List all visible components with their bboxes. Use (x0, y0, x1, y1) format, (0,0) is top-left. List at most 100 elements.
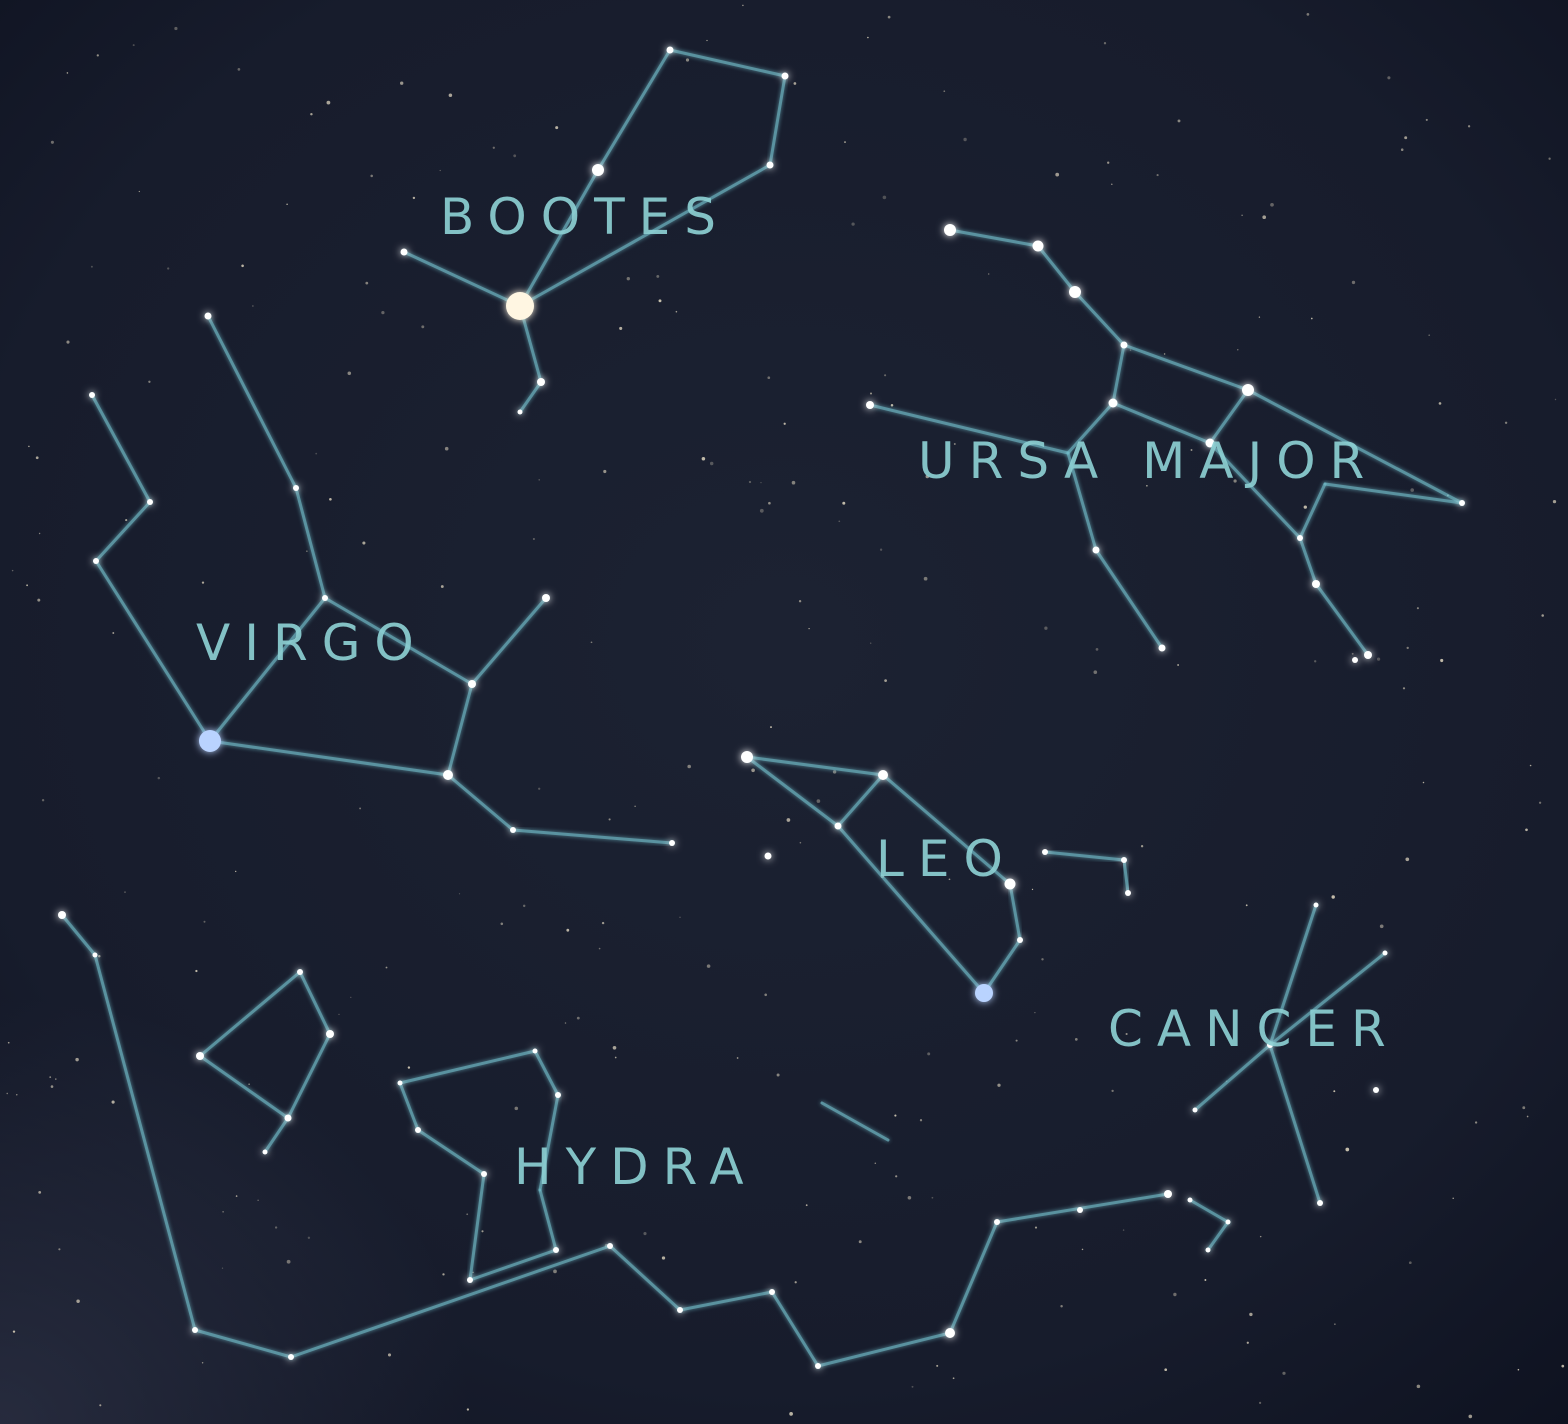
background-star (948, 878, 951, 881)
background-star (132, 44, 135, 47)
star (288, 1354, 294, 1360)
background-star (329, 497, 332, 501)
background-star (195, 969, 198, 973)
background-star (439, 169, 441, 172)
background-star (614, 1056, 617, 1059)
background-star (66, 72, 69, 74)
background-star (55, 1078, 57, 1080)
background-star (1331, 895, 1335, 899)
background-star (98, 954, 101, 958)
constellation-cancer: CANCER (1108, 902, 1400, 1206)
background-star (286, 203, 288, 205)
star (1317, 1200, 1323, 1206)
star (147, 499, 153, 505)
star (415, 1127, 421, 1133)
star (1042, 849, 1048, 855)
background-star (235, 1195, 238, 1197)
star (322, 595, 328, 601)
background-star (1044, 626, 1048, 630)
background-star (794, 1281, 797, 1284)
star-arcturus (506, 292, 534, 320)
background-star (1554, 398, 1557, 401)
star (994, 1219, 1000, 1225)
background-star (148, 380, 151, 383)
background-star (936, 1364, 939, 1367)
background-star (76, 1299, 80, 1304)
star (1364, 651, 1372, 659)
background-star (138, 190, 140, 193)
background-star (1541, 614, 1544, 617)
background-star (1345, 1147, 1350, 1152)
background-star (307, 1236, 311, 1239)
background-star (919, 1119, 923, 1122)
background-star (1034, 1226, 1038, 1229)
star (1352, 657, 1358, 663)
star (400, 248, 408, 256)
background-star (41, 799, 45, 802)
background-star (1258, 316, 1261, 318)
background-star (1246, 1341, 1249, 1344)
background-star (286, 1259, 291, 1264)
background-star (1387, 76, 1391, 80)
background-star (458, 893, 461, 895)
background-star (1015, 1039, 1018, 1042)
star (510, 827, 516, 833)
background-star (884, 679, 887, 682)
background-star (793, 82, 797, 85)
constellation-label-leo: LEO (876, 830, 1017, 888)
star-spica (199, 730, 221, 752)
background-star (37, 598, 41, 602)
background-star (38, 1191, 42, 1194)
background-star (736, 1057, 739, 1059)
background-star (907, 1196, 912, 1200)
background-star (252, 305, 254, 307)
background-star (1233, 479, 1237, 483)
background-star (481, 1230, 484, 1233)
background-star (385, 966, 388, 969)
bootes-stars (400, 46, 789, 415)
background-star (1173, 1292, 1177, 1297)
background-star (1334, 1323, 1336, 1325)
background-star (603, 469, 607, 474)
star (1313, 902, 1319, 908)
background-star (338, 1013, 340, 1016)
background-star (1103, 42, 1107, 45)
background-star (1204, 1279, 1207, 1281)
background-star (619, 326, 623, 330)
background-star (882, 195, 887, 200)
hydra-lines (60, 913, 1230, 1368)
star (1017, 937, 1023, 943)
star (1108, 398, 1118, 408)
background-star (601, 921, 605, 925)
ursa-major-stars (866, 224, 1465, 663)
hydra-stars (58, 911, 1231, 1369)
background-star (1055, 172, 1060, 177)
background-star (66, 340, 70, 344)
star (1004, 878, 1016, 890)
background-star (1156, 174, 1159, 177)
background-star (522, 904, 526, 908)
background-star (1041, 958, 1044, 961)
star (326, 1030, 334, 1038)
background-star (1163, 353, 1166, 355)
background-star (370, 174, 373, 178)
background-star (362, 541, 366, 545)
background-star (890, 404, 894, 407)
background-star (16, 1094, 18, 1096)
star (677, 1307, 683, 1313)
background-star (963, 137, 967, 142)
background-star (851, 222, 855, 226)
background-star (869, 392, 873, 395)
background-star (767, 376, 771, 380)
star (866, 401, 874, 409)
background-star (310, 112, 313, 116)
background-star (687, 764, 691, 769)
background-star (858, 1240, 862, 1244)
star (1125, 890, 1131, 896)
constellation-label-cancer: CANCER (1108, 1000, 1400, 1058)
star (666, 46, 674, 54)
background-star (776, 1073, 780, 1077)
background-star (50, 140, 54, 144)
background-star (1249, 1312, 1253, 1317)
